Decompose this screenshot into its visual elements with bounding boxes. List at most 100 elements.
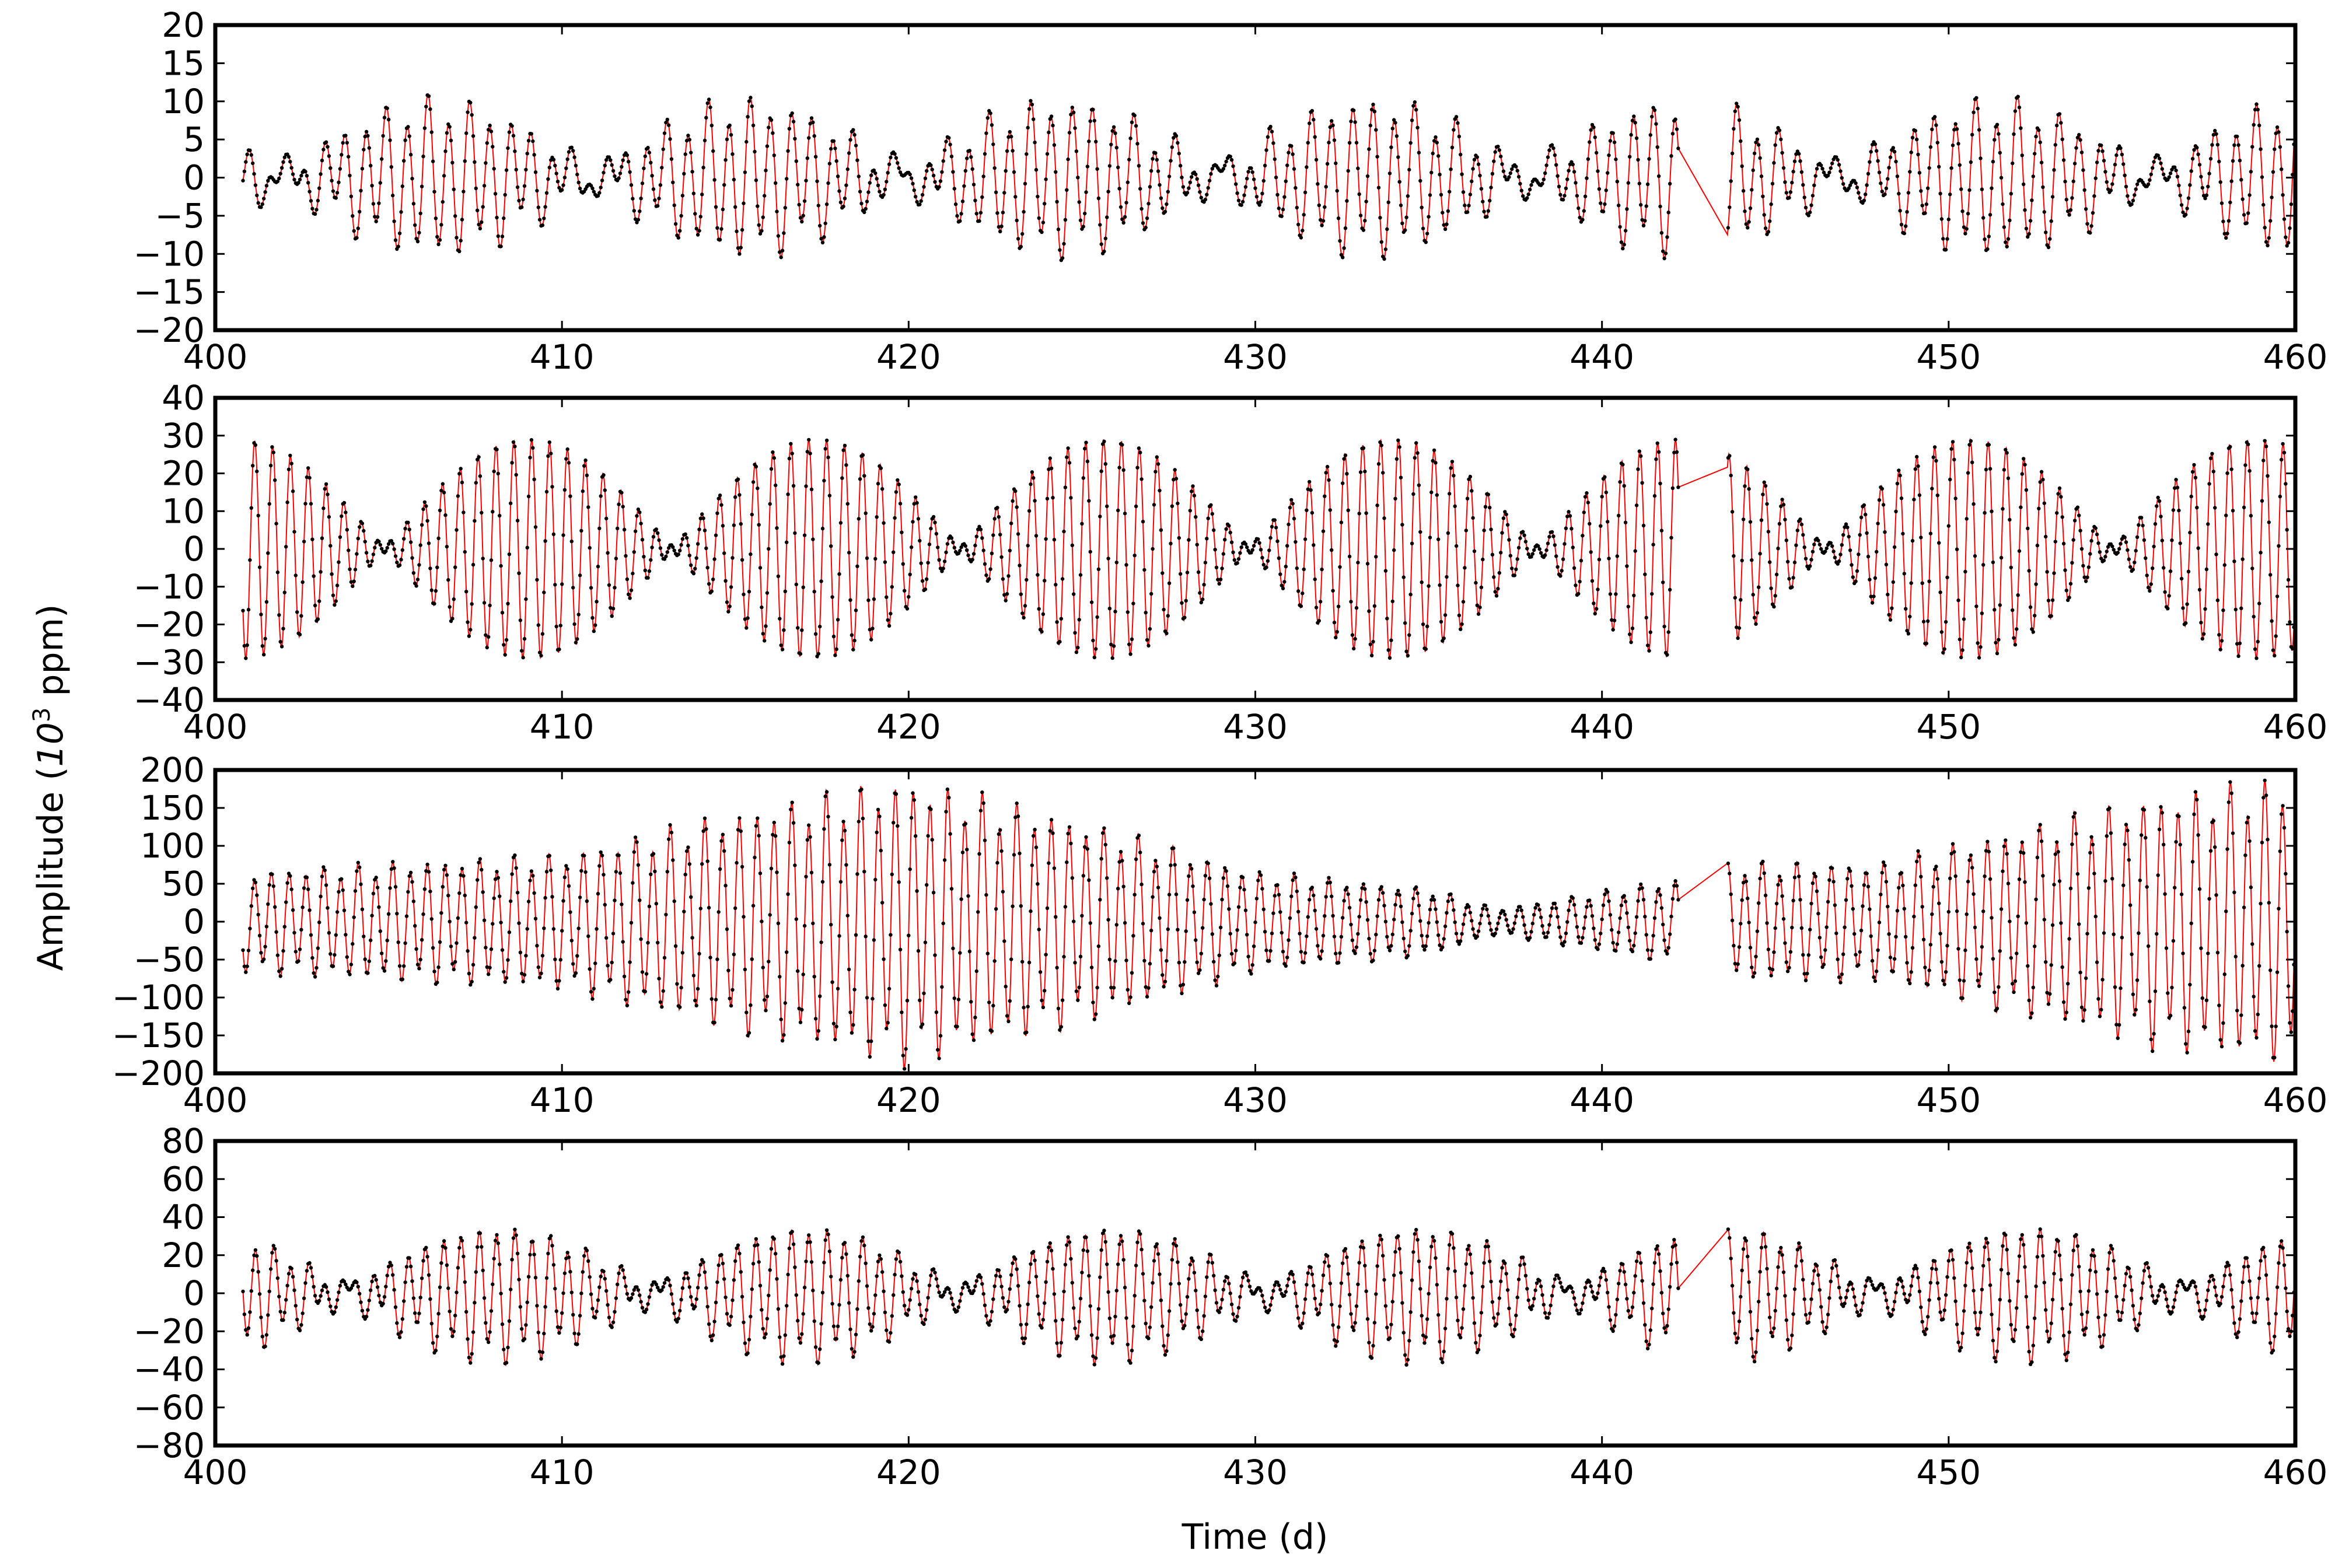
data-point	[920, 192, 925, 197]
data-point	[467, 634, 471, 638]
data-point	[890, 1314, 894, 1318]
data-point	[1952, 128, 1956, 132]
data-point	[571, 962, 575, 966]
data-point	[1632, 943, 1636, 948]
data-point	[791, 821, 796, 825]
data-point	[1798, 159, 1802, 163]
data-point	[1393, 902, 1397, 907]
data-point	[728, 604, 732, 608]
data-point	[1306, 141, 1310, 145]
data-point	[1078, 954, 1083, 959]
data-point	[1917, 855, 1922, 859]
data-point	[951, 540, 955, 544]
data-point	[1551, 146, 1555, 150]
data-point	[1894, 159, 1898, 164]
data-point	[1001, 577, 1005, 581]
data-point	[886, 618, 890, 622]
data-point	[2031, 630, 2035, 634]
data-point	[400, 548, 404, 552]
data-point	[487, 635, 491, 639]
data-point	[1781, 502, 1786, 507]
data-point	[544, 191, 549, 195]
data-point	[715, 226, 719, 230]
data-point	[789, 442, 793, 446]
data-point	[256, 513, 260, 518]
data-point	[539, 653, 543, 658]
data-point	[377, 905, 381, 909]
data-point	[1555, 174, 1560, 178]
data-point	[270, 872, 274, 877]
data-point	[2082, 575, 2086, 579]
data-point	[384, 1284, 388, 1289]
data-point	[1590, 579, 1595, 583]
data-point	[610, 163, 614, 167]
data-point	[2004, 240, 2008, 244]
data-point	[2067, 595, 2071, 600]
data-point	[1888, 956, 1893, 960]
data-point	[802, 1285, 807, 1290]
data-point	[1983, 237, 1987, 242]
data-points	[241, 1227, 2295, 1367]
data-point	[651, 535, 656, 539]
data-point	[568, 494, 572, 498]
data-point	[1145, 995, 1149, 999]
data-point	[844, 1252, 848, 1256]
data-point	[1522, 533, 1526, 537]
data-point	[1567, 908, 1571, 912]
data-point	[732, 177, 736, 182]
data-point	[1134, 124, 1138, 128]
data-point	[1959, 187, 1963, 191]
data-point	[1927, 579, 1931, 583]
data-point	[509, 501, 513, 505]
data-point	[809, 870, 814, 875]
data-point	[2096, 997, 2100, 1001]
data-point	[378, 542, 382, 547]
data-point	[1976, 106, 1980, 111]
data-point	[1415, 125, 1420, 130]
data-point	[2156, 873, 2160, 877]
data-point	[349, 963, 354, 967]
data-point	[897, 482, 901, 487]
data-point	[1593, 611, 1597, 616]
data-point	[627, 990, 631, 994]
data-point	[1081, 874, 1086, 878]
data-point	[1500, 162, 1504, 166]
data-point	[697, 229, 701, 233]
data-point	[1457, 942, 1462, 946]
data-point	[1169, 541, 1173, 545]
data-point	[2112, 548, 2116, 552]
data-point	[266, 178, 270, 183]
data-point	[1449, 892, 1453, 897]
data-point	[827, 162, 832, 166]
data-point	[1857, 191, 1861, 195]
data-point	[700, 192, 704, 197]
data-point	[474, 186, 478, 191]
data-point	[421, 507, 425, 512]
data-point	[592, 190, 596, 194]
data-point	[1335, 630, 1339, 634]
data-point	[1436, 933, 1441, 937]
data-point	[1130, 971, 1134, 975]
data-point	[1287, 938, 1291, 942]
data-point	[805, 838, 810, 842]
data-point	[2249, 170, 2253, 174]
data-point	[1881, 860, 1886, 864]
data-point	[418, 957, 422, 962]
data-point	[873, 1293, 878, 1297]
data-point	[453, 214, 457, 218]
data-point	[1467, 905, 1471, 909]
data-point	[1571, 162, 1575, 167]
data-point	[382, 1295, 387, 1299]
data-point	[758, 232, 763, 236]
data-point	[783, 206, 788, 210]
data-point	[789, 807, 793, 811]
data-point	[1249, 972, 1253, 976]
data-point	[2211, 818, 2215, 823]
data-point	[1277, 556, 1281, 560]
data-point	[1397, 180, 1401, 184]
data-point	[432, 190, 436, 194]
data-point	[1973, 925, 1977, 930]
data-point	[1632, 593, 1636, 597]
data-point	[1581, 218, 1585, 222]
data-point	[2233, 607, 2238, 612]
